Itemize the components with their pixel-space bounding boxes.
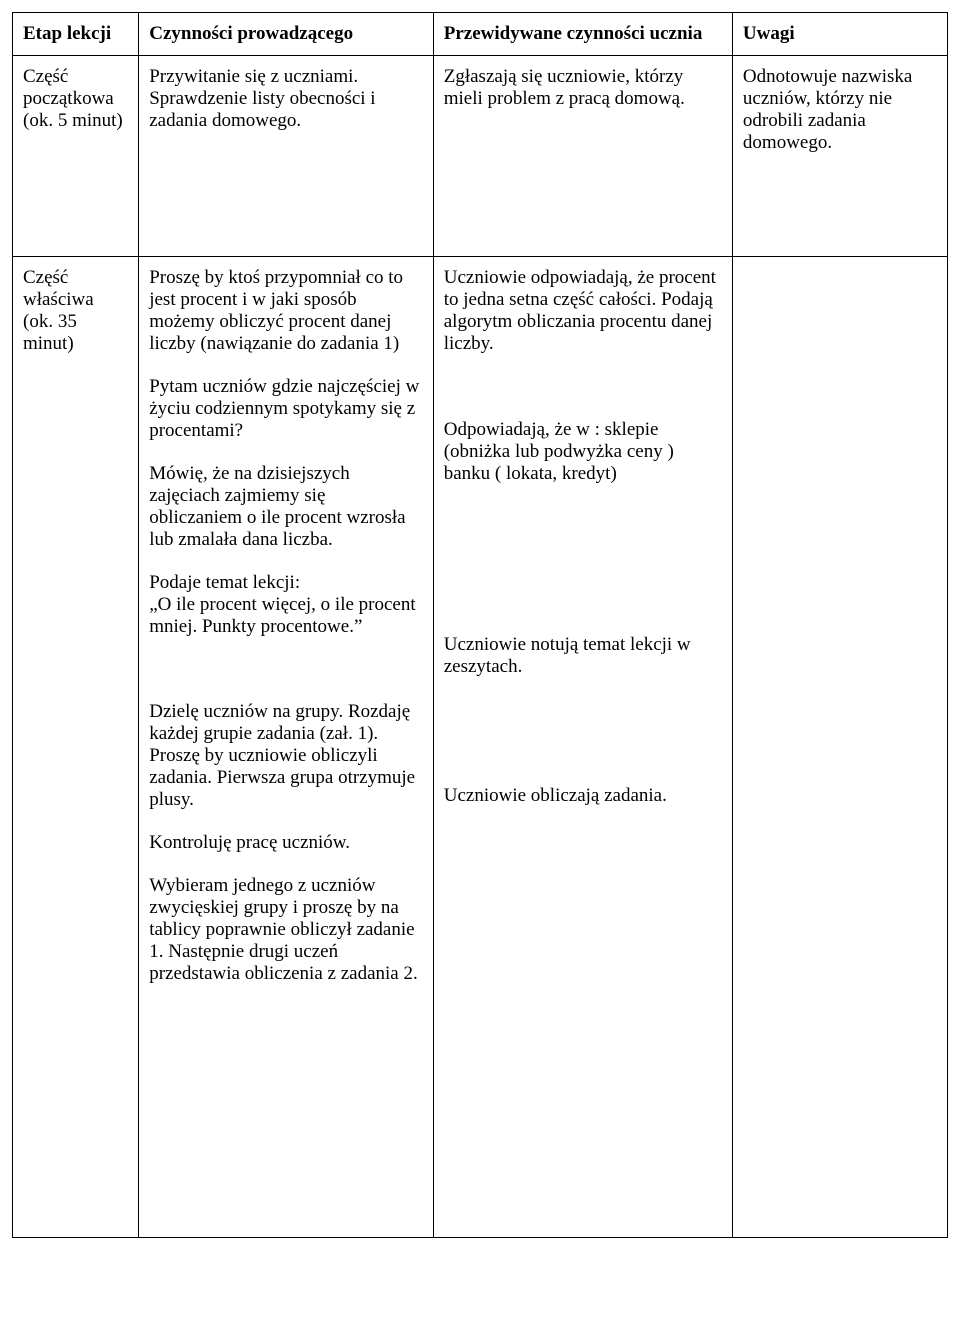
paragraph: Uczniowie obliczają zadania.: [444, 785, 722, 807]
paragraph: Odpowiadają, że w : sklepie (obniżka lub…: [444, 419, 722, 485]
cell-student: Zgłaszają się uczniowie, którzy mieli pr…: [433, 56, 732, 257]
teacher-paragraphs: Proszę by ktoś przypomniał co to jest pr…: [149, 267, 423, 1227]
cell-student: Uczniowie odpowiadają, że procent to jed…: [433, 257, 732, 1238]
paragraph: Uczniowie odpowiadają, że procent to jed…: [444, 267, 722, 355]
stage-text: Część właściwa (ok. 35 minut): [23, 267, 128, 1227]
paragraph: Mówię, że na dzisiejszych zajęciach zajm…: [149, 463, 423, 551]
paragraph: Dzielę uczniów na grupy. Rozdaję każdej …: [149, 701, 423, 811]
paragraph: [444, 742, 722, 764]
paragraph: Pytam uczniów gdzie najczęściej w życiu …: [149, 376, 423, 442]
paragraph: Kontroluję pracę uczniów.: [149, 832, 423, 854]
student-paragraphs: Uczniowie odpowiadają, że procent to jed…: [444, 267, 722, 1227]
notes-text: Odnotowuje nazwiska uczniów, którzy nie …: [743, 66, 937, 246]
stage-text: Część początkowa (ok. 5 minut): [23, 66, 128, 246]
paragraph: [444, 506, 722, 528]
paragraph: Proszę by ktoś przypomniał co to jest pr…: [149, 267, 423, 355]
paragraph: Podaje temat lekcji:„O ile procent więce…: [149, 572, 423, 638]
paragraph: [444, 549, 722, 571]
table-row: Część początkowa (ok. 5 minut) Przywitan…: [13, 56, 948, 257]
cell-stage: Część początkowa (ok. 5 minut): [13, 56, 139, 257]
cell-teacher: Przywitanie się z uczniami. Sprawdzenie …: [139, 56, 434, 257]
paragraph: [444, 591, 722, 613]
header-student: Przewidywane czynności ucznia: [433, 13, 732, 56]
teacher-text: Przywitanie się z uczniami. Sprawdzenie …: [149, 66, 423, 246]
notes-text: [743, 267, 937, 1227]
student-text: Zgłaszają się uczniowie, którzy mieli pr…: [444, 66, 722, 246]
header-teacher: Czynności prowadzącego: [139, 13, 434, 56]
cell-teacher: Proszę by ktoś przypomniał co to jest pr…: [139, 257, 434, 1238]
paragraph: Wybieram jednego z uczniów zwycięskiej g…: [149, 875, 423, 985]
cell-notes: [732, 257, 947, 1238]
header-notes: Uwagi: [732, 13, 947, 56]
paragraph: [444, 376, 722, 398]
lesson-plan-table: Etap lekcji Czynności prowadzącego Przew…: [12, 12, 948, 1238]
paragraph: Uczniowie notują temat lekcji w zeszytac…: [444, 634, 722, 678]
paragraph: [149, 659, 423, 681]
cell-stage: Część właściwa (ok. 35 minut): [13, 257, 139, 1238]
table-row: Część właściwa (ok. 35 minut) Proszę by …: [13, 257, 948, 1238]
header-stage: Etap lekcji: [13, 13, 139, 56]
cell-notes: Odnotowuje nazwiska uczniów, którzy nie …: [732, 56, 947, 257]
paragraph: [444, 699, 722, 721]
header-row: Etap lekcji Czynności prowadzącego Przew…: [13, 13, 948, 56]
